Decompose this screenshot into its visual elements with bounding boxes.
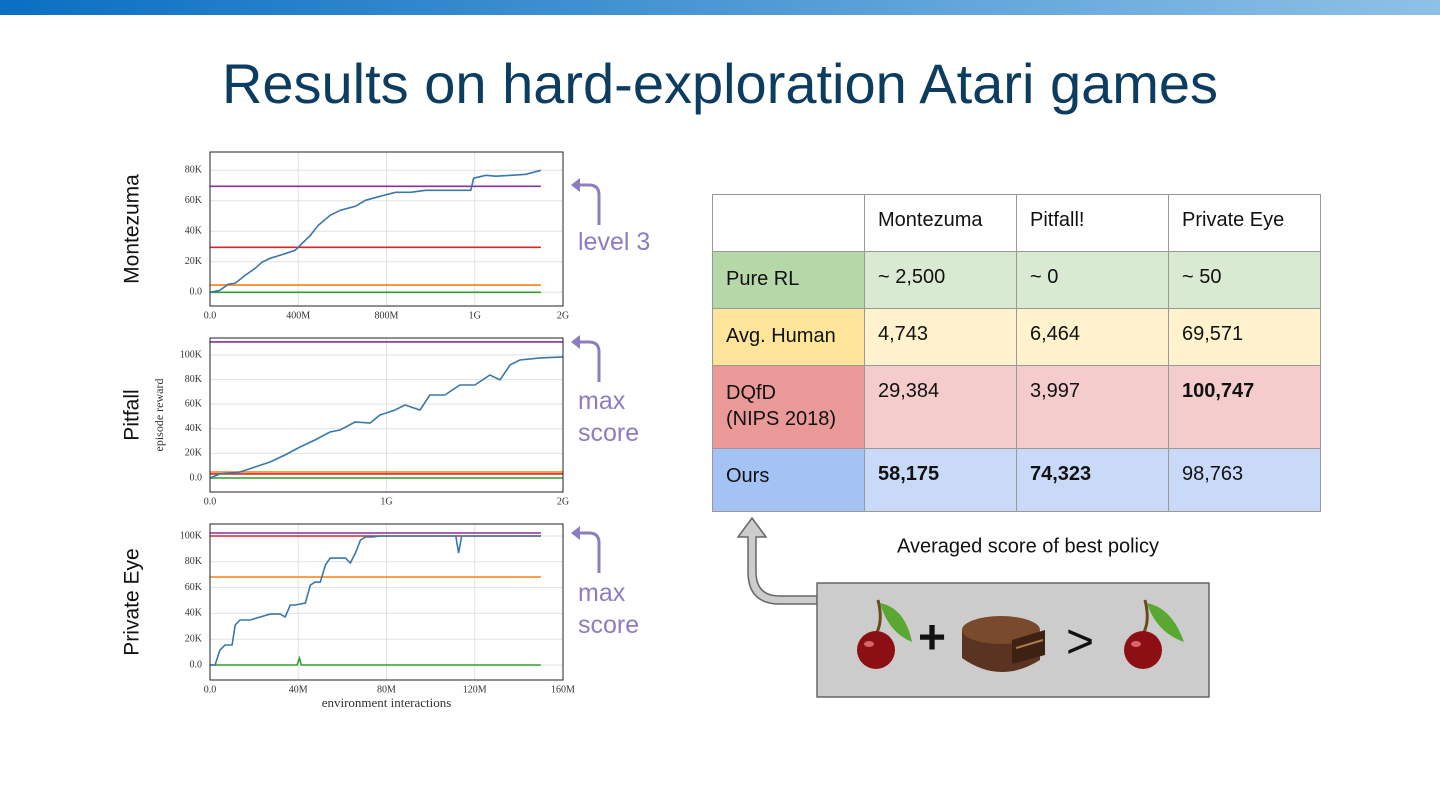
table-cell: 4,743	[864, 308, 1017, 366]
y-tick-label: 60K	[185, 582, 203, 593]
annotation: level 3	[578, 228, 651, 256]
column-header: Montezuma	[864, 194, 1017, 252]
row-title: Pitfall	[121, 389, 144, 440]
table-cell: 98,763	[1168, 448, 1321, 512]
table-corner	[712, 194, 865, 252]
chart: 0.0 20K 40K 60K 80K 100K 0.0 1G 2G Pitfall episode…	[121, 335, 601, 507]
table-cell: 6,464	[1016, 308, 1169, 366]
table-cell: 58,175	[864, 448, 1017, 512]
row-label: DQfD (NIPS 2018)	[712, 365, 865, 449]
x-tick-label: 2G	[557, 496, 569, 507]
plus-sign: +	[918, 612, 946, 665]
x-tick-label: 40M	[289, 684, 308, 695]
series-line	[210, 535, 541, 666]
row-label: Ours	[712, 448, 865, 512]
series-line	[209, 356, 564, 479]
x-tick-label: 400M	[286, 310, 310, 321]
annotation: max score	[578, 387, 640, 447]
y-tick-label: 80K	[185, 165, 203, 176]
results-table: Montezuma Pitfall! Private Eye Pure RL ~ 2,5…	[712, 194, 1321, 512]
column-header: Private Eye	[1168, 194, 1321, 252]
chart: 0.0 20K 40K 60K 80K 0.0 400M 800M 1G 2G Montezuma	[121, 151, 601, 321]
cake	[962, 616, 1045, 673]
row-label-line: (NIPS 2018)	[726, 408, 837, 430]
y-tick-label: 40K	[185, 608, 203, 619]
row-title: Montezuma	[121, 174, 144, 284]
annotation-arrow	[577, 340, 601, 382]
x-tick-label: 0.0	[204, 310, 217, 321]
y-tick-label: 20K	[185, 634, 203, 645]
top-bar	[0, 0, 1440, 15]
x-tick-label: 0.0	[204, 684, 217, 695]
y-tick-label: 20K	[185, 256, 203, 267]
row-title: Private Eye	[121, 548, 144, 655]
table-row: Ours 58,175 74,323 98,763	[712, 448, 1321, 512]
series-line	[209, 169, 542, 294]
y-tick-label: 60K	[185, 195, 203, 206]
caption: Averaged score of best policy	[897, 535, 1159, 557]
plot-border	[209, 523, 564, 681]
x-axis-label: environment interactions	[322, 695, 452, 710]
y-tick-label: 0.0	[190, 472, 203, 483]
slide-title: Results on hard-exploration Atari games	[222, 52, 1218, 115]
x-tick-label: 80M	[377, 684, 396, 695]
chart: 0.0 20K 40K 60K 80K 100K 0.0 40M 80M 120M 160M Priv…	[121, 523, 601, 710]
arrow	[736, 516, 818, 605]
cherry	[1124, 599, 1184, 669]
x-tick-label: 1G	[469, 310, 481, 321]
x-tick-label: 1G	[380, 496, 392, 507]
table-row: Avg. Human 4,743 6,464 69,571	[712, 308, 1321, 366]
y-tick-label: 0.0	[190, 659, 203, 670]
table-cell: ~ 2,500	[864, 251, 1017, 309]
y-tick-label: 40K	[185, 423, 203, 434]
table-row: DQfD (NIPS 2018) 29,384 3,997 100,747	[712, 365, 1321, 449]
y-tick-label: 80K	[185, 556, 203, 567]
row-label-line: Ours	[726, 465, 770, 487]
y-tick-label: 20K	[185, 448, 203, 459]
table-cell: 69,571	[1168, 308, 1321, 366]
annotation-arrowhead	[571, 526, 580, 540]
table-cell: 74,323	[1016, 448, 1169, 512]
row-label-line: Pure RL	[726, 268, 800, 290]
annotation-arrow	[577, 183, 601, 225]
x-tick-label: 160M	[551, 684, 575, 695]
y-tick-label: 40K	[185, 226, 203, 237]
annotation-arrowhead	[571, 335, 580, 349]
series-line	[210, 655, 541, 666]
row-label-line: Avg. Human	[726, 325, 836, 347]
row-label: Pure RL	[712, 251, 865, 309]
y-tick-label: 100K	[180, 349, 203, 360]
cherry	[857, 599, 912, 669]
x-tick-label: 2G	[557, 310, 569, 321]
table-cell: 29,384	[864, 365, 1017, 449]
x-tick-label: 0.0	[204, 496, 217, 507]
y-tick-label: 0.0	[190, 287, 203, 298]
row-label: Avg. Human	[712, 308, 865, 366]
greater-sign: >	[1066, 616, 1094, 669]
annotation: max score	[578, 579, 640, 639]
column-header: Pitfall!	[1016, 194, 1169, 252]
y-tick-label: 80K	[185, 374, 203, 385]
x-tick-label: 800M	[375, 310, 399, 321]
y-tick-label: 60K	[185, 398, 203, 409]
y-tick-label: 100K	[180, 530, 203, 541]
y-axis-label: episode reward	[152, 379, 166, 452]
table-row: Pure RL ~ 2,500 ~ 0 ~ 50	[712, 251, 1321, 309]
plot-border	[209, 151, 564, 307]
annotation-arrow	[577, 531, 601, 573]
row-label-line: DQfD	[726, 382, 776, 404]
plot-border	[209, 337, 564, 493]
table-cell: 3,997	[1016, 365, 1169, 449]
annotation-arrowhead	[571, 178, 580, 192]
x-tick-label: 120M	[463, 684, 487, 695]
table-cell: ~ 50	[1168, 251, 1321, 309]
table-header-row: Montezuma Pitfall! Private Eye	[712, 194, 1321, 252]
table-cell: ~ 0	[1016, 251, 1169, 309]
table-cell: 100,747	[1168, 365, 1321, 449]
